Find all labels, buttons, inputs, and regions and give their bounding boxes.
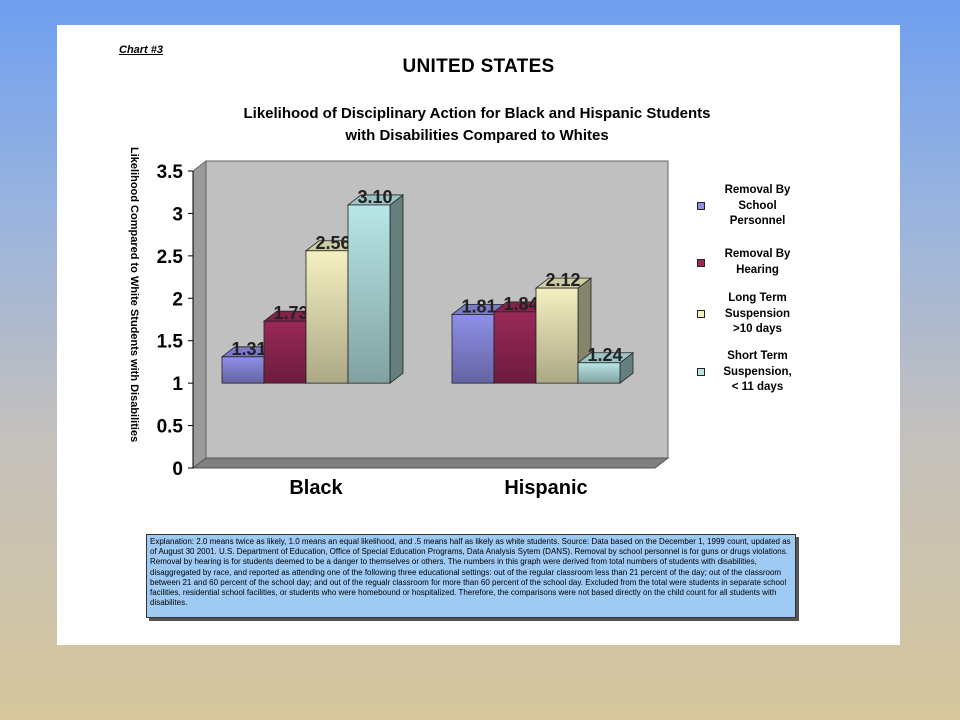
- data-label: 1.84: [503, 294, 538, 314]
- bar: [451, 314, 495, 384]
- y-tick-label: 1: [172, 374, 183, 395]
- legend-label: Hearing: [736, 263, 779, 276]
- bar: [577, 362, 621, 384]
- explanation-box: Explanation: 2.0 means twice as likely, …: [146, 534, 796, 618]
- y-tick-label: 3.5: [157, 162, 184, 183]
- y-tick-label: 2.5: [157, 247, 184, 268]
- legend-item: Short Term Suspension, < 11 days: [693, 349, 808, 396]
- chart-number-label: Chart #3: [119, 44, 164, 56]
- legend-label: < 11 days: [731, 381, 784, 393]
- legend-label: Removal By: [724, 248, 791, 260]
- legend-item: Removal By School Personnel: [693, 183, 808, 230]
- bar: [305, 250, 349, 384]
- x-category-label: Black: [289, 477, 343, 499]
- chart-title-line-1: Likelihood of Disciplinary Action for Bl…: [243, 105, 711, 122]
- plot-side-wall: [192, 159, 207, 470]
- data-label: 3.10: [357, 187, 392, 207]
- legend-label: Suspension,: [723, 365, 792, 378]
- y-tick-label: 3: [172, 204, 183, 225]
- legend-label: Long Term: [728, 292, 787, 304]
- legend-swatch: [697, 368, 705, 377]
- y-tick-label: 0: [172, 459, 183, 480]
- bar: [493, 311, 537, 384]
- legend-swatch: [697, 310, 705, 319]
- data-label: 1.73: [273, 303, 308, 323]
- bar: [263, 320, 307, 384]
- bar: [347, 204, 391, 384]
- bar: [535, 287, 579, 384]
- data-label: 1.24: [587, 345, 622, 365]
- legend-label: Short Term: [727, 350, 788, 362]
- chart-title-line-2: with Disabilities Compared to Whites: [345, 127, 609, 144]
- legend-label: Removal By: [724, 184, 791, 196]
- data-label: 1.81: [461, 296, 496, 316]
- data-label: 2.12: [545, 270, 580, 290]
- legend-item: Long Term Suspension >10 days: [693, 291, 808, 338]
- legend-label: >10 days: [733, 323, 782, 335]
- y-tick-label: 1.5: [157, 332, 184, 353]
- y-tick-label: 0.5: [157, 417, 184, 438]
- chart-title: Likelihood of Disciplinary Action for Bl…: [177, 103, 777, 147]
- legend-label: Suspension: [724, 307, 791, 320]
- y-axis-label: Likelihood Compared to White Students wi…: [128, 147, 140, 443]
- legend-item: Removal By Hearing: [693, 247, 808, 278]
- x-category-label: Hispanic: [504, 477, 587, 499]
- bar-side-face: [389, 194, 404, 384]
- data-label: 2.56: [315, 233, 350, 253]
- legend-swatch: [697, 258, 705, 267]
- legend-label: School: [738, 199, 777, 212]
- plot-floor: [191, 457, 670, 469]
- main-title: UNITED STATES: [402, 56, 555, 77]
- data-label: 1.31: [231, 339, 266, 359]
- y-tick-label: 2: [172, 289, 183, 310]
- bar: [221, 356, 265, 384]
- legend-label: Personnel: [729, 215, 786, 227]
- legend-swatch: [697, 202, 705, 211]
